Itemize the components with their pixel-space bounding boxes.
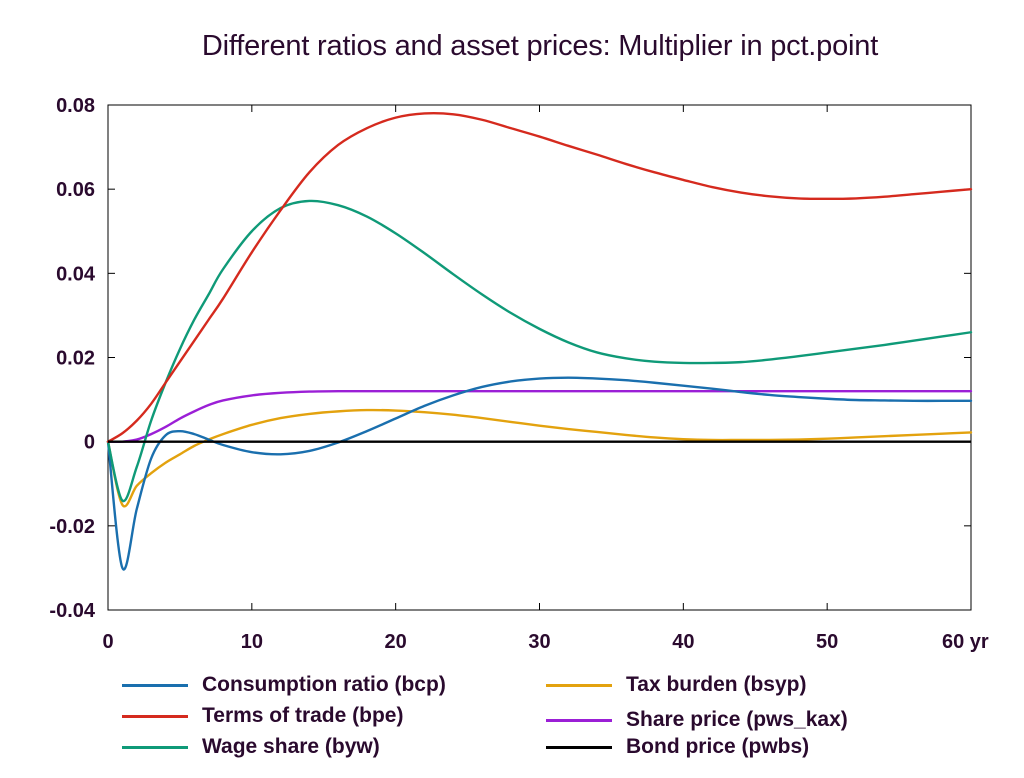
x-tick-label: 60 yr [942, 631, 989, 653]
series-line-consumption-ratio [106, 376, 973, 571]
chart-title: Different ratios and asset prices: Multi… [201, 30, 879, 62]
axes: -0.04 -0.02 0 0.02 0.04 0.06 0.08 0 10 20 30 40 50 60… [49, 95, 989, 653]
series-line-tax-burden [106, 408, 973, 508]
y-tick-label: 0 [84, 432, 95, 454]
y-tick-label: 0.08 [56, 95, 95, 117]
y-tick-label: 0.02 [56, 348, 95, 370]
y-tick-label: 0.06 [56, 179, 95, 201]
y-tick-label: -0.04 [49, 600, 95, 622]
x-tick-label: 40 [672, 631, 694, 653]
series-lines [106, 111, 973, 571]
x-tick-label: 10 [241, 631, 263, 653]
x-tick-label: 50 [816, 631, 838, 653]
y-tick-label: -0.02 [49, 516, 95, 538]
x-tick-label: 20 [385, 631, 407, 653]
y-tick-label: 0.04 [56, 263, 96, 285]
series-line-share-price [106, 389, 973, 444]
series-line-wage-share [106, 199, 973, 503]
series-line-terms-of-trade [106, 111, 973, 443]
x-tick-label: 30 [528, 631, 550, 653]
x-tick-label: 0 [102, 631, 113, 653]
plot-frame [107, 104, 972, 611]
